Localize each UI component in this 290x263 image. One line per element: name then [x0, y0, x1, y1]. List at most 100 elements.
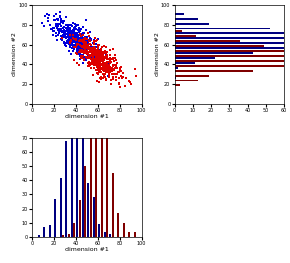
Point [113, 72, 117, 76]
Point [92, 41, 97, 45]
Point [104, 69, 109, 74]
Point [104, 55, 109, 60]
Point [81, 46, 85, 50]
Point [97, 61, 101, 65]
Point [65, 35, 69, 39]
Point [76, 46, 81, 50]
Point [78, 39, 83, 43]
Bar [65, 141, 67, 237]
Point [92, 61, 96, 65]
Point [68, 40, 73, 44]
Point [89, 48, 94, 52]
Point [86, 55, 90, 60]
Point [65, 33, 70, 37]
Point [80, 46, 85, 50]
Point [58, 17, 63, 22]
Point [103, 65, 108, 69]
Point [68, 37, 73, 41]
Point [95, 63, 99, 68]
Point [56, 22, 60, 26]
Point [58, 27, 63, 31]
Point [109, 69, 114, 73]
Point [92, 53, 97, 57]
Point [119, 76, 124, 80]
Point [69, 39, 74, 43]
Point [104, 77, 108, 82]
Point [102, 64, 107, 68]
Point [103, 75, 108, 79]
Point [100, 68, 105, 72]
Point [81, 47, 86, 51]
Point [101, 62, 105, 66]
Point [117, 81, 121, 85]
Point [84, 48, 89, 52]
Point [86, 54, 90, 59]
Point [79, 42, 84, 47]
Point [80, 48, 85, 52]
Point [90, 50, 95, 54]
Point [75, 23, 80, 27]
Point [121, 74, 126, 79]
Point [61, 30, 65, 34]
Point [92, 57, 97, 61]
Point [69, 37, 74, 41]
Point [104, 78, 109, 82]
Point [46, 19, 50, 23]
Point [79, 42, 84, 46]
Point [75, 23, 79, 28]
Point [64, 28, 69, 32]
Point [103, 54, 108, 58]
Point [91, 51, 96, 55]
Point [68, 23, 73, 28]
Point [89, 60, 94, 64]
Point [86, 52, 90, 56]
Point [114, 58, 119, 62]
Point [67, 37, 71, 41]
Point [69, 42, 74, 47]
Point [39, 21, 44, 26]
Point [115, 66, 119, 70]
Point [98, 56, 103, 60]
Point [72, 32, 77, 36]
Point [105, 54, 110, 58]
Point [73, 40, 78, 44]
Point [74, 34, 79, 39]
Point [88, 53, 92, 57]
Point [81, 51, 86, 55]
Point [81, 49, 86, 53]
Point [66, 40, 70, 44]
Point [71, 36, 75, 40]
Point [87, 53, 91, 57]
Point [79, 56, 84, 60]
Point [65, 41, 69, 45]
Point [83, 38, 88, 42]
Point [88, 44, 93, 49]
Point [80, 31, 85, 35]
Point [43, 14, 48, 18]
Point [111, 72, 115, 76]
Point [52, 18, 56, 22]
Point [56, 24, 61, 28]
Point [57, 22, 61, 26]
Point [74, 27, 78, 31]
Point [84, 46, 88, 50]
Point [79, 41, 84, 45]
Point [111, 68, 115, 72]
Point [72, 44, 77, 48]
Point [107, 66, 111, 70]
Point [68, 26, 72, 31]
Point [104, 62, 108, 66]
Point [85, 44, 90, 49]
Bar [175, 84, 180, 86]
Point [102, 49, 107, 53]
Point [83, 41, 88, 45]
Point [117, 82, 121, 86]
Bar [175, 18, 198, 19]
Point [82, 44, 87, 48]
Bar [175, 67, 178, 69]
Point [88, 63, 93, 67]
Point [64, 26, 68, 30]
Point [94, 48, 99, 52]
Point [92, 60, 97, 64]
Point [58, 10, 62, 14]
